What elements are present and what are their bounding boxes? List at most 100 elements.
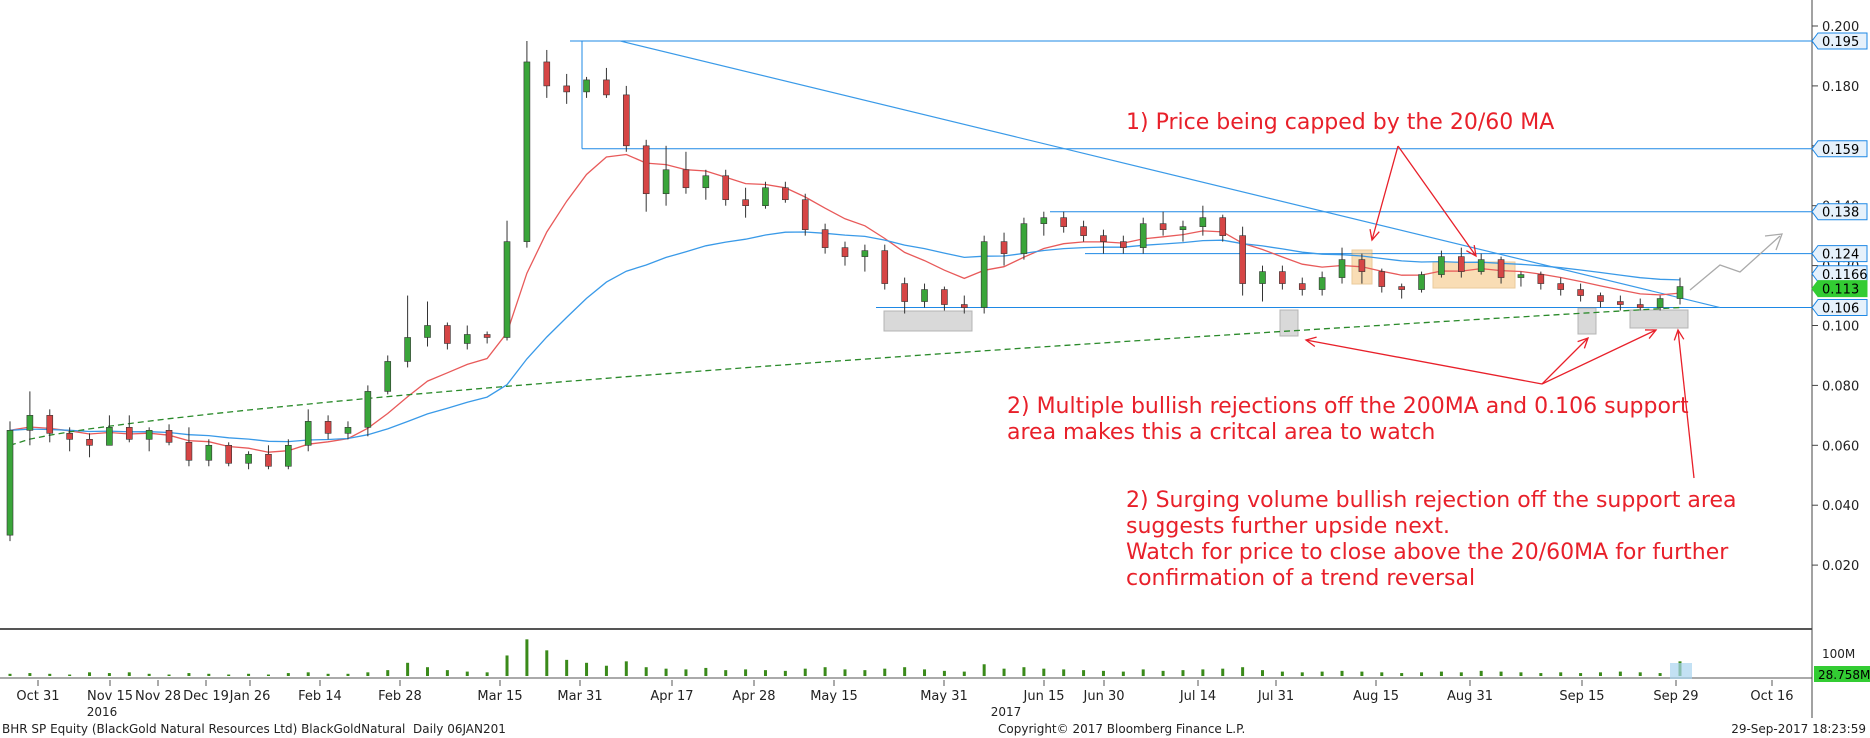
price-label-0.138: 0.138	[1811, 203, 1868, 221]
price-label-0.113: 0.113	[1811, 280, 1868, 298]
volume-highlight	[1670, 663, 1692, 679]
volume-bar	[744, 669, 748, 676]
volume-bar	[525, 639, 529, 676]
volume-bar	[127, 672, 131, 676]
candle	[444, 322, 451, 350]
candle	[543, 49, 551, 98]
x-tick-label: Apr 17	[650, 689, 693, 704]
candle	[1338, 247, 1346, 284]
volume-bar	[1439, 671, 1443, 676]
volume-bar	[664, 668, 668, 676]
annotation-arrow	[1304, 336, 1543, 385]
candle-body-up	[861, 250, 869, 257]
candle	[782, 181, 789, 203]
candle	[1159, 211, 1167, 236]
arrow-head	[1369, 229, 1380, 242]
candle	[980, 235, 988, 314]
candle	[1020, 217, 1028, 260]
price-label-0.124: 0.124	[1811, 245, 1868, 263]
ma-200-line	[9, 306, 1681, 446]
candle-body-up	[384, 361, 392, 392]
volume-bar	[1261, 670, 1264, 676]
candle-body-up	[245, 453, 252, 464]
arrow-head	[1577, 336, 1590, 349]
annotation-arrow	[1541, 329, 1658, 385]
candle-body-up	[762, 187, 769, 206]
volume-bar	[1459, 672, 1463, 676]
x-tick-label: Mar 31	[557, 689, 602, 704]
candle	[1219, 214, 1227, 242]
x-tick-label: May 31	[920, 689, 968, 704]
candle	[901, 277, 908, 314]
volume-bar	[227, 674, 231, 676]
candle	[1060, 211, 1067, 233]
candle-body-down	[642, 145, 650, 195]
x-tick-label: Aug 15	[1353, 689, 1399, 704]
highlight-box	[1629, 309, 1689, 329]
volume-bar	[386, 670, 390, 676]
footer-timestamp: 29-Sep-2017 18:23:59	[1731, 722, 1866, 736]
volume-bar	[366, 672, 370, 676]
candle-body-down	[1497, 259, 1505, 278]
candle	[1298, 277, 1306, 296]
volume-bar	[406, 662, 410, 676]
arrow-shaft	[1541, 329, 1657, 385]
candle	[1120, 235, 1127, 254]
candle-body-up	[404, 337, 411, 362]
candle	[722, 169, 730, 206]
candle-body-up	[1259, 271, 1266, 284]
candle	[165, 424, 173, 446]
candle-body-up	[1318, 277, 1326, 290]
volume-bar	[1082, 670, 1086, 676]
projection-arrowhead	[1764, 233, 1783, 251]
x-tick-label: Jul 31	[1257, 689, 1294, 704]
price-label-0.159: 0.159	[1811, 140, 1868, 158]
volume-bar	[1400, 673, 1404, 676]
candle-body-up	[921, 289, 928, 302]
volume-bar	[187, 673, 191, 676]
x-tick-label: Oct 16	[1750, 689, 1793, 704]
candle-body-down	[1000, 241, 1008, 254]
price-label-box	[1811, 245, 1868, 263]
candle	[1577, 283, 1584, 302]
candle	[1477, 253, 1485, 275]
candle-body-down	[1617, 301, 1624, 305]
candle	[1378, 268, 1386, 293]
x-tick-label: Feb 28	[378, 689, 422, 704]
x-tick-label: Jun 30	[1083, 689, 1125, 704]
annotation-arrow	[1541, 336, 1590, 385]
price-label-0.195: 0.195	[1811, 32, 1868, 50]
volume-last-label: 28.758M	[1814, 666, 1870, 682]
candle-body-up	[523, 61, 531, 242]
volume-bar	[803, 668, 807, 676]
price-label-0.106: 0.106	[1811, 299, 1868, 317]
annotation-arrow	[1369, 145, 1399, 242]
volume-bar	[923, 669, 927, 676]
volume-bars	[8, 639, 1692, 679]
y-tick-label: 0.060	[1822, 439, 1859, 454]
price-label-box	[1811, 203, 1868, 221]
annotation-arrows	[1304, 145, 1695, 479]
highlight-box	[883, 310, 973, 332]
candle	[125, 415, 133, 443]
candle	[1537, 271, 1545, 290]
volume-bar	[1022, 667, 1026, 676]
volume-bar	[604, 665, 608, 676]
y-tick-label: 0.200	[1822, 20, 1859, 35]
y-tick-label: 0.100	[1822, 320, 1859, 335]
candle-body-up	[1139, 223, 1147, 248]
candle-body-up	[106, 427, 113, 446]
candle-body-up	[26, 415, 34, 431]
volume-bar	[1519, 672, 1523, 676]
candle-body-up	[1020, 223, 1028, 254]
volume-bar	[28, 673, 32, 676]
candle	[245, 451, 252, 470]
footer-copyright: Copyright© 2017 Bloomberg Finance L.P.	[998, 722, 1246, 736]
candle-body-up	[205, 444, 213, 461]
x-tick-label: Mar 15	[477, 689, 522, 704]
candle-body-down	[1358, 259, 1366, 272]
x-tick-label: Jan 26	[229, 689, 271, 704]
volume-bar	[982, 664, 986, 676]
candle	[205, 439, 213, 467]
